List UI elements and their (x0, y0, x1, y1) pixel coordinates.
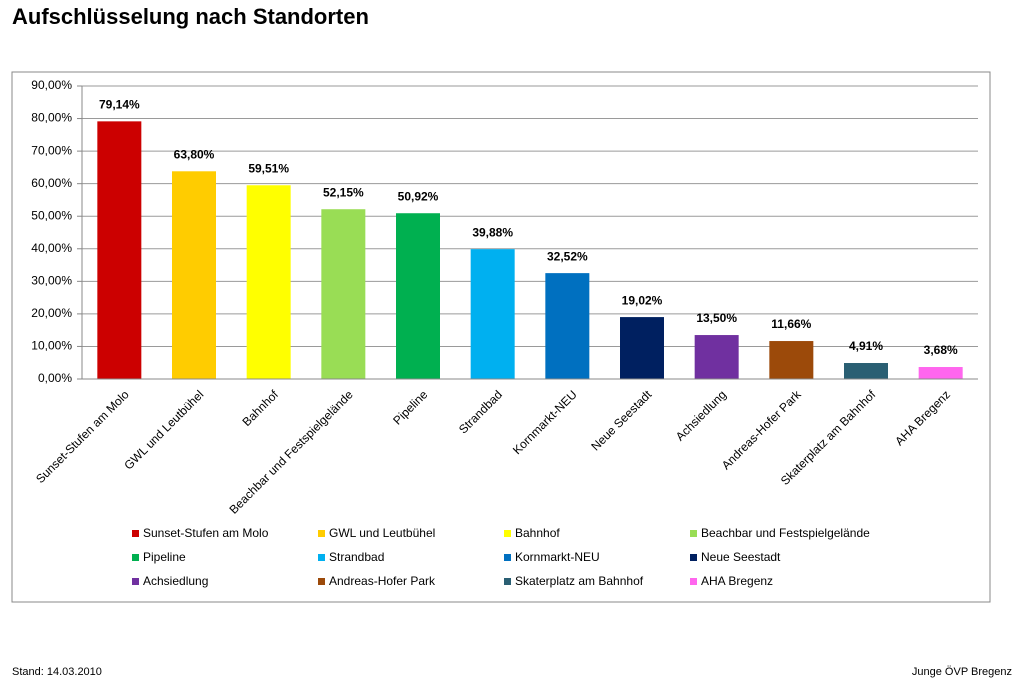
bar (470, 249, 515, 379)
legend-swatch (132, 530, 139, 537)
value-label: 52,15% (323, 185, 364, 199)
y-tick-label: 40,00% (31, 241, 72, 255)
legend-label: Achsiedlung (143, 574, 208, 588)
legend-label: Skaterplatz am Bahnhof (515, 574, 644, 588)
bar (545, 273, 590, 379)
y-tick-label: 0,00% (38, 371, 72, 385)
value-label: 11,66% (771, 317, 811, 331)
footer-left: Stand: 14.03.2010 (12, 666, 102, 678)
legend-swatch (690, 530, 697, 537)
value-label: 79,14% (99, 98, 140, 112)
legend-swatch (690, 578, 697, 585)
value-label: 59,51% (248, 161, 289, 175)
chart-title: Aufschlüsselung nach Standorten (12, 4, 369, 29)
legend-label: Andreas-Hofer Park (329, 574, 436, 588)
bar (844, 363, 888, 379)
y-tick-label: 10,00% (31, 339, 72, 353)
legend-label: AHA Bregenz (701, 574, 773, 588)
legend-label: Bahnhof (515, 526, 560, 540)
bar (97, 121, 142, 379)
y-tick-label: 90,00% (31, 78, 72, 92)
y-tick-label: 20,00% (31, 306, 72, 320)
bar (769, 341, 814, 379)
bar (246, 185, 291, 379)
value-label: 19,02% (622, 293, 663, 307)
y-tick-label: 80,00% (31, 111, 72, 125)
y-tick-label: 60,00% (31, 176, 72, 190)
value-label: 50,92% (398, 189, 439, 203)
legend-label: Sunset-Stufen am Molo (143, 526, 269, 540)
value-label: 4,91% (849, 339, 883, 353)
legend-swatch (504, 530, 511, 537)
legend-swatch (318, 578, 325, 585)
legend-swatch (132, 578, 139, 585)
bar (918, 367, 963, 379)
legend-label: Beachbar und Festspielgelände (701, 526, 870, 540)
legend-label: Neue Seestadt (701, 550, 781, 564)
value-label: 32,52% (547, 249, 588, 263)
legend-swatch (318, 554, 325, 561)
y-tick-label: 50,00% (31, 208, 72, 222)
bar (172, 171, 216, 379)
legend-swatch (504, 578, 511, 585)
legend-label: Kornmarkt-NEU (515, 550, 600, 564)
legend-label: Strandbad (329, 550, 384, 564)
value-label: 3,68% (924, 343, 958, 357)
footer-right: Junge ÖVP Bregenz (912, 666, 1012, 678)
legend-swatch (690, 554, 697, 561)
value-label: 39,88% (472, 225, 513, 239)
legend-swatch (318, 530, 325, 537)
value-label: 13,50% (696, 311, 737, 325)
bar (694, 335, 739, 379)
bar (620, 317, 664, 379)
legend-swatch (132, 554, 139, 561)
value-label: 63,80% (174, 147, 215, 161)
y-tick-label: 70,00% (31, 143, 72, 157)
bar (321, 209, 366, 379)
legend-swatch (504, 554, 511, 561)
bar (396, 213, 440, 379)
legend-label: GWL und Leutbühel (329, 526, 435, 540)
y-tick-label: 30,00% (31, 274, 72, 288)
legend-label: Pipeline (143, 550, 186, 564)
